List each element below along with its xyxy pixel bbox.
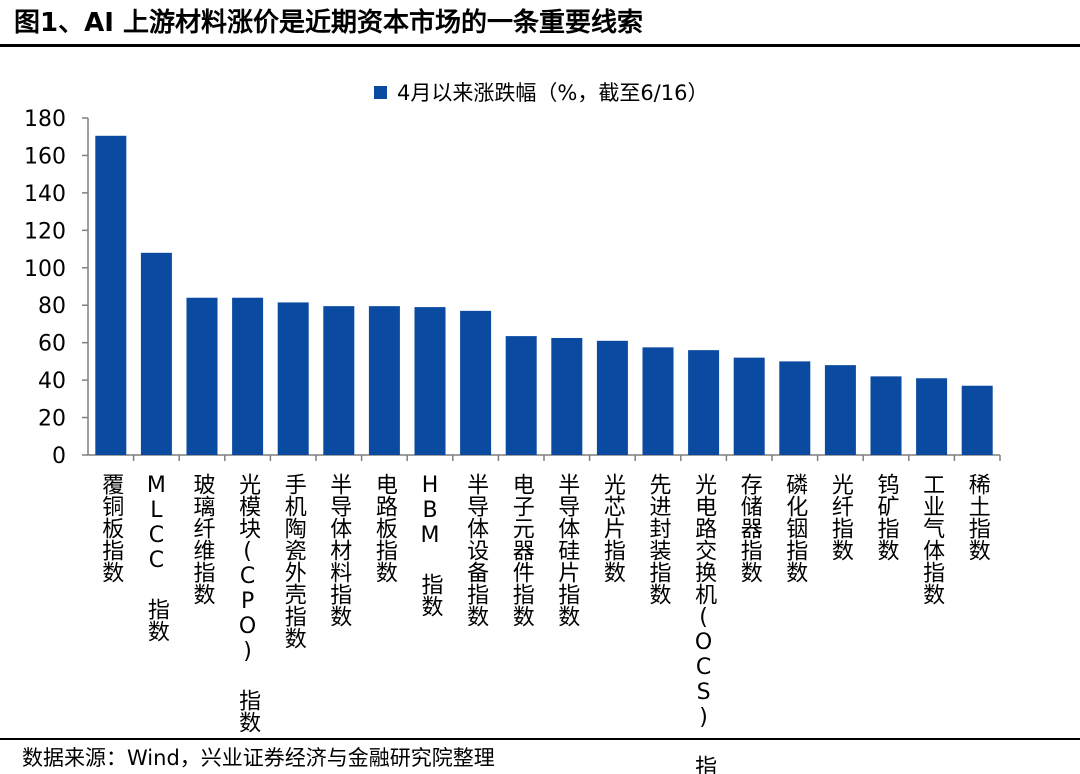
x-category-label: 半导体硅片指数 — [554, 473, 580, 627]
x-category-label: 半导体设备指数 — [463, 473, 489, 627]
bar — [733, 357, 765, 455]
legend-swatch — [374, 85, 387, 99]
x-category-label: 电路板指数 — [372, 473, 398, 583]
bar — [414, 307, 446, 455]
bar — [323, 306, 355, 455]
x-category-label: 光芯片指数 — [600, 473, 626, 583]
bar — [95, 135, 127, 455]
title-divider — [0, 44, 1080, 47]
x-category-label: MLCC 指数 — [144, 473, 170, 642]
bar — [186, 297, 218, 455]
bar — [140, 252, 172, 455]
y-tick-label: 20 — [38, 407, 66, 432]
x-category-label: 存储器指数 — [737, 473, 763, 583]
bar — [961, 385, 993, 455]
y-tick-label: 60 — [38, 332, 66, 357]
y-tick-label: 180 — [24, 107, 66, 132]
bar — [505, 336, 537, 455]
source-prefix: 数据来源： — [22, 746, 127, 770]
x-category-label: 工业气体指数 — [919, 473, 945, 605]
bar — [368, 306, 400, 455]
bar — [277, 302, 309, 455]
y-tick-label: 0 — [52, 444, 66, 469]
x-category-label: 半导体材料指数 — [326, 473, 352, 627]
source-divider — [0, 738, 1080, 740]
x-category-label: 磷化铟指数 — [782, 473, 808, 583]
y-tick-label: 80 — [38, 294, 66, 319]
x-category-label: 光模块(CPO) 指数 — [235, 473, 261, 733]
bar — [779, 361, 811, 455]
bar — [551, 337, 583, 455]
y-tick-label: 140 — [24, 182, 66, 207]
x-category-label: 玻璃纤维指数 — [190, 473, 216, 605]
y-tick-label: 120 — [24, 219, 66, 244]
x-category-label: HBM 指数 — [418, 473, 444, 617]
x-category-label: 先进封装指数 — [646, 473, 672, 605]
y-tick-label: 100 — [24, 257, 66, 282]
bar — [916, 378, 948, 455]
figure-title: 图1、AI 上游材料涨价是近期资本市场的一条重要线索 — [14, 8, 643, 38]
x-category-label: 电子元器件指数 — [509, 473, 535, 627]
bar — [642, 347, 674, 455]
chart-legend: 4月以来涨跌幅（%，截至6/16） — [374, 78, 708, 106]
x-category-label: 光电路交换机(OCS) 指数 — [691, 473, 717, 774]
bar — [870, 376, 902, 455]
x-category-label: 手机陶瓷外壳指数 — [281, 473, 307, 649]
x-category-label: 钨矿指数 — [874, 473, 900, 561]
x-category-label: 光纤指数 — [828, 473, 854, 561]
bar — [460, 310, 492, 455]
source-text: Wind，兴业证券经济与金融研究院整理 — [127, 746, 495, 770]
bar — [824, 365, 856, 455]
bar — [232, 297, 264, 455]
source-note: 数据来源：Wind，兴业证券经济与金融研究院整理 — [22, 742, 495, 774]
legend-label: 4月以来涨跌幅（%，截至6/16） — [397, 81, 709, 105]
bar — [688, 350, 720, 455]
x-category-label: 覆铜板指数 — [98, 473, 124, 583]
x-category-label: 稀土指数 — [965, 473, 991, 561]
bar — [596, 340, 628, 455]
y-tick-label: 40 — [38, 369, 66, 394]
y-tick-label: 160 — [24, 144, 66, 169]
